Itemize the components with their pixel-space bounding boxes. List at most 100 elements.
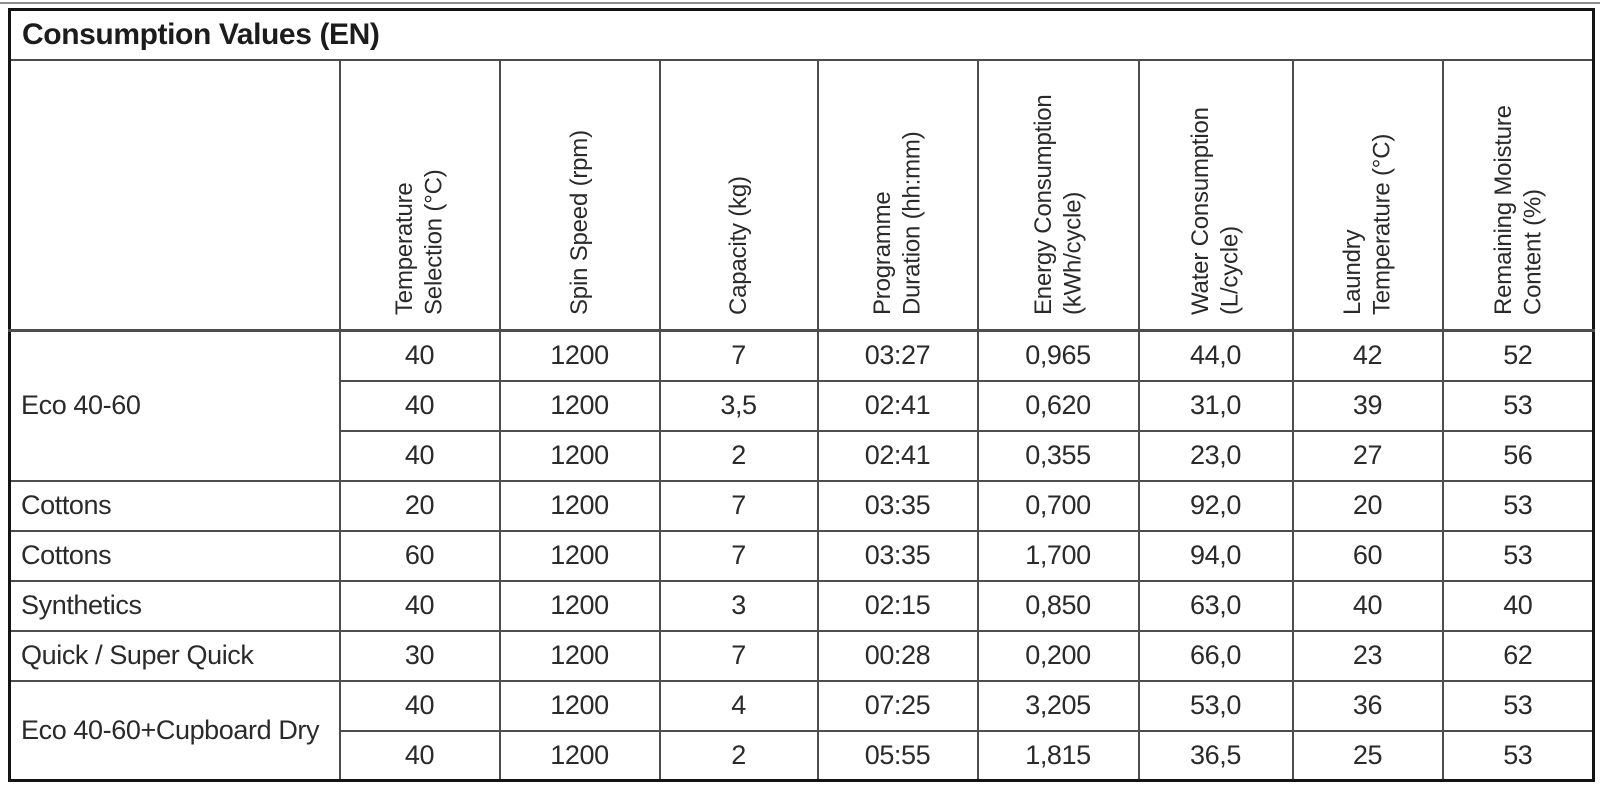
value-cell: 30 <box>338 629 501 682</box>
value-cell: 03:27 <box>816 329 979 382</box>
value-cell: 25 <box>1291 729 1444 782</box>
value-cell: 1200 <box>498 479 661 532</box>
programme-cell: Quick / Super Quick <box>8 629 341 682</box>
value-cell: 2 <box>658 729 819 782</box>
value-cell: 94,0 <box>1137 529 1294 582</box>
value-cell: 02:41 <box>816 429 979 482</box>
column-header-label: Programme Duration (hh:mm) <box>869 130 926 315</box>
value-cell: 1200 <box>498 629 661 682</box>
value-cell: 36 <box>1291 679 1444 732</box>
value-cell: 20 <box>1291 479 1444 532</box>
value-cell: 40 <box>338 429 501 482</box>
value-cell: 4 <box>658 679 819 732</box>
value-cell: 56 <box>1441 429 1595 482</box>
value-cell: 60 <box>338 529 501 582</box>
column-header-label: Remaining Moisture Content (%) <box>1489 104 1546 315</box>
value-cell: 52 <box>1441 329 1595 382</box>
value-cell: 3,5 <box>658 379 819 432</box>
value-cell: 40 <box>338 579 501 632</box>
value-cell: 53 <box>1441 529 1595 582</box>
value-cell: 0,850 <box>976 579 1140 632</box>
table-row: Cottons 60 1200 7 03:35 1,700 94,0 60 53 <box>8 529 1595 582</box>
column-header-programme-duration: Programme Duration (hh:mm) <box>816 59 979 332</box>
value-cell: 53 <box>1441 729 1595 782</box>
table-row: 40 1200 2 05:55 1,815 36,5 25 53 <box>10 729 1595 782</box>
value-cell: 1200 <box>498 329 661 382</box>
programme-cell: Cottons <box>8 529 341 582</box>
value-cell: 0,700 <box>976 479 1140 532</box>
value-cell: 40 <box>1441 579 1595 632</box>
value-cell: 31,0 <box>1137 379 1294 432</box>
programme-cell: Synthetics <box>8 579 341 632</box>
value-cell: 40 <box>1291 579 1444 632</box>
value-cell: 03:35 <box>816 479 979 532</box>
column-header-label: Water Consumption (L/cycle) <box>1187 106 1244 315</box>
table-row: 40 1200 3,5 02:41 0,620 31,0 39 53 <box>10 379 1595 432</box>
value-cell: 3,205 <box>976 679 1140 732</box>
value-cell: 03:35 <box>816 529 979 582</box>
value-cell: 1200 <box>498 429 661 482</box>
table-row: Synthetics 40 1200 3 02:15 0,850 63,0 40… <box>8 579 1595 632</box>
value-cell: 2 <box>658 429 819 482</box>
value-cell: 40 <box>338 729 501 782</box>
value-cell: 1,815 <box>976 729 1140 782</box>
title-row: Consumption Values (EN) <box>8 8 1595 61</box>
value-cell: 3 <box>658 579 819 632</box>
value-cell: 0,965 <box>976 329 1140 382</box>
value-cell: 0,620 <box>976 379 1140 432</box>
value-cell: 20 <box>338 479 501 532</box>
value-cell: 1200 <box>498 579 661 632</box>
column-header-label: Laundry Temperature (°C) <box>1339 133 1396 315</box>
page-crop-rule <box>0 2 1600 4</box>
table-title: Consumption Values (EN) <box>8 8 1595 61</box>
column-header-label: Energy Consumption (kWh/cycle) <box>1029 93 1086 315</box>
column-header-energy-consumption: Energy Consumption (kWh/cycle) <box>976 59 1140 332</box>
value-cell: 92,0 <box>1137 479 1294 532</box>
value-cell: 1200 <box>498 529 661 582</box>
value-cell: 23 <box>1291 629 1444 682</box>
table-row: Eco 40-60 40 1200 7 03:27 0,965 44,0 42 … <box>8 329 1595 482</box>
column-header-laundry-temperature: Laundry Temperature (°C) <box>1291 59 1444 332</box>
value-cell: 02:15 <box>816 579 979 632</box>
column-header-spin-speed: Spin Speed (rpm) <box>498 59 661 332</box>
value-cell: 62 <box>1441 629 1595 682</box>
value-cell: 42 <box>1291 329 1444 382</box>
programme-cell: Cottons <box>8 479 341 532</box>
programme-cell: Eco 40-60 <box>8 329 341 482</box>
value-cell: 7 <box>658 479 819 532</box>
value-cell: 53,0 <box>1137 679 1294 732</box>
value-cell: 53 <box>1441 379 1595 432</box>
column-header-temperature-selection: Temperature Selection (°C) <box>338 59 501 332</box>
value-cell: 66,0 <box>1137 629 1294 682</box>
table-row: 40 1200 2 02:41 0,355 23,0 27 56 <box>10 429 1595 482</box>
column-header-label: Spin Speed (rpm) <box>565 129 593 315</box>
value-cell: 53 <box>1441 479 1595 532</box>
value-cell: 02:41 <box>816 379 979 432</box>
value-cell: 1200 <box>498 679 661 732</box>
value-cell: 63,0 <box>1137 579 1294 632</box>
column-header-remaining-moisture: Remaining Moisture Content (%) <box>1441 59 1595 332</box>
column-header-label: Temperature Selection (°C) <box>391 168 448 315</box>
value-cell: 7 <box>658 329 819 382</box>
value-cell: 00:28 <box>816 629 979 682</box>
value-cell: 1,700 <box>976 529 1140 582</box>
value-cell: 53 <box>1441 679 1595 732</box>
value-cell: 27 <box>1291 429 1444 482</box>
consumption-values-table: Consumption Values (EN) Temperature Sele… <box>8 8 1596 782</box>
value-cell: 40 <box>338 679 501 732</box>
table-row: Quick / Super Quick 30 1200 7 00:28 0,20… <box>8 629 1595 682</box>
value-cell: 1200 <box>498 729 661 782</box>
value-cell: 40 <box>338 329 501 382</box>
table-row: Eco 40-60+Cupboard Dry 40 1200 4 07:25 3… <box>8 679 1595 782</box>
value-cell: 36,5 <box>1137 729 1294 782</box>
value-cell: 1200 <box>498 379 661 432</box>
value-cell: 23,0 <box>1137 429 1294 482</box>
value-cell: 40 <box>338 379 501 432</box>
value-cell: 05:55 <box>816 729 979 782</box>
column-header-water-consumption: Water Consumption (L/cycle) <box>1137 59 1294 332</box>
programme-column-header-empty <box>8 59 341 332</box>
value-cell: 0,200 <box>976 629 1140 682</box>
value-cell: 39 <box>1291 379 1444 432</box>
value-cell: 44,0 <box>1137 329 1294 382</box>
value-cell: 7 <box>658 629 819 682</box>
